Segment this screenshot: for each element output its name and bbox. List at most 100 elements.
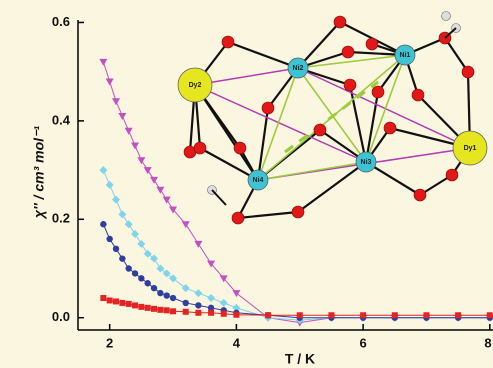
y-tick-label: 0.6 [52,14,70,29]
data-point [150,177,158,184]
bond [258,108,268,180]
data-point [220,299,228,307]
data-point [195,310,201,316]
data-point [265,312,271,318]
data-point [112,196,120,204]
ni-ni-link [258,162,366,180]
data-point [207,294,215,302]
data-point [132,302,138,308]
data-point [125,220,133,228]
atom-label: Ni4 [253,177,264,184]
data-point [156,187,164,194]
data-point [233,312,239,318]
data-point [170,295,176,301]
data-point [113,298,119,304]
data-point [118,113,126,120]
data-point [157,290,163,296]
data-point [131,230,139,238]
data-point [145,305,151,311]
oxygen-atom [222,36,234,48]
bond [212,190,226,205]
data-point [112,98,120,105]
atom-label: Ni1 [400,52,411,59]
x-tick-label: 6 [359,335,366,350]
data-point [99,166,107,174]
data-point [164,307,170,313]
data-point [106,79,114,86]
oxygen-atom [462,66,474,78]
oxygen-atom [372,86,384,98]
data-point [208,310,214,316]
data-point [132,270,138,276]
oxygen-atom [412,89,424,101]
bond [228,42,298,68]
data-point [118,210,126,218]
oxygen-atom [344,79,356,91]
x-tick-label: 2 [106,335,113,350]
data-point [163,197,171,204]
data-point [170,308,176,314]
oxygen-atom [446,169,458,181]
data-point [360,312,366,318]
data-point [195,302,201,308]
series-line [103,62,489,323]
oxygen-atom [292,206,304,218]
data-point [183,300,189,306]
series-line [103,170,489,320]
oxygen-atom [414,189,426,201]
x-tick-label: 4 [233,335,241,350]
oxygen-atom [234,142,246,154]
x-tick-label: 8 [484,335,491,350]
data-point [183,309,189,315]
oxygen-atom [384,122,396,134]
data-point [137,240,145,248]
oxygen-atom [194,142,206,154]
data-point [297,312,303,318]
data-point [106,181,114,189]
data-point [138,304,144,310]
data-point [182,221,190,228]
inset-structure: Dy2 Ni2 Ni1 Ni4 Ni3 Dy1 [178,12,487,225]
data-point [126,301,132,307]
data-point [125,128,133,135]
data-point [131,142,139,149]
data-point [392,312,398,318]
data-point [151,306,157,312]
oxygen-atom [314,124,326,136]
data-point [423,312,429,318]
data-point [100,295,106,301]
y-tick-label: 0.0 [52,309,70,324]
y-tick-label: 0.4 [52,112,71,127]
atom-label: Ni2 [293,65,304,72]
data-point [487,312,493,318]
chart: T / K χ'' / cm³ mol⁻¹ Dy2 Ni2 Ni1 Ni4 Ni3 Dy1… [0,0,493,368]
hydrogen-atom [442,12,451,21]
atom-label: Dy1 [464,145,477,152]
data-point [455,312,461,318]
data-point [119,255,125,261]
data-point [144,167,152,174]
dashed-link [285,82,378,152]
data-point [328,312,334,318]
data-point [151,285,157,291]
oxygen-atom [334,16,346,28]
data-point [106,236,112,242]
data-point [232,290,240,297]
data-point [194,289,202,297]
oxygen-atom [262,102,274,114]
atom-label: Dy2 [189,82,202,89]
data-point [137,157,145,164]
oxygen-atom [342,46,354,58]
data-point [157,307,163,313]
x-axis-label: T / K [285,351,315,367]
oxygen-atom [232,212,244,224]
data-point [221,311,227,317]
atom-label: Ni3 [361,159,372,166]
y-tick-label: 0.2 [52,211,70,226]
data-point [100,221,106,227]
y-axis-label: χ'' / cm³ mol⁻¹ [31,126,47,220]
data-point [144,280,150,286]
data-point [125,265,131,271]
data-point [138,275,144,281]
bond [238,212,298,218]
